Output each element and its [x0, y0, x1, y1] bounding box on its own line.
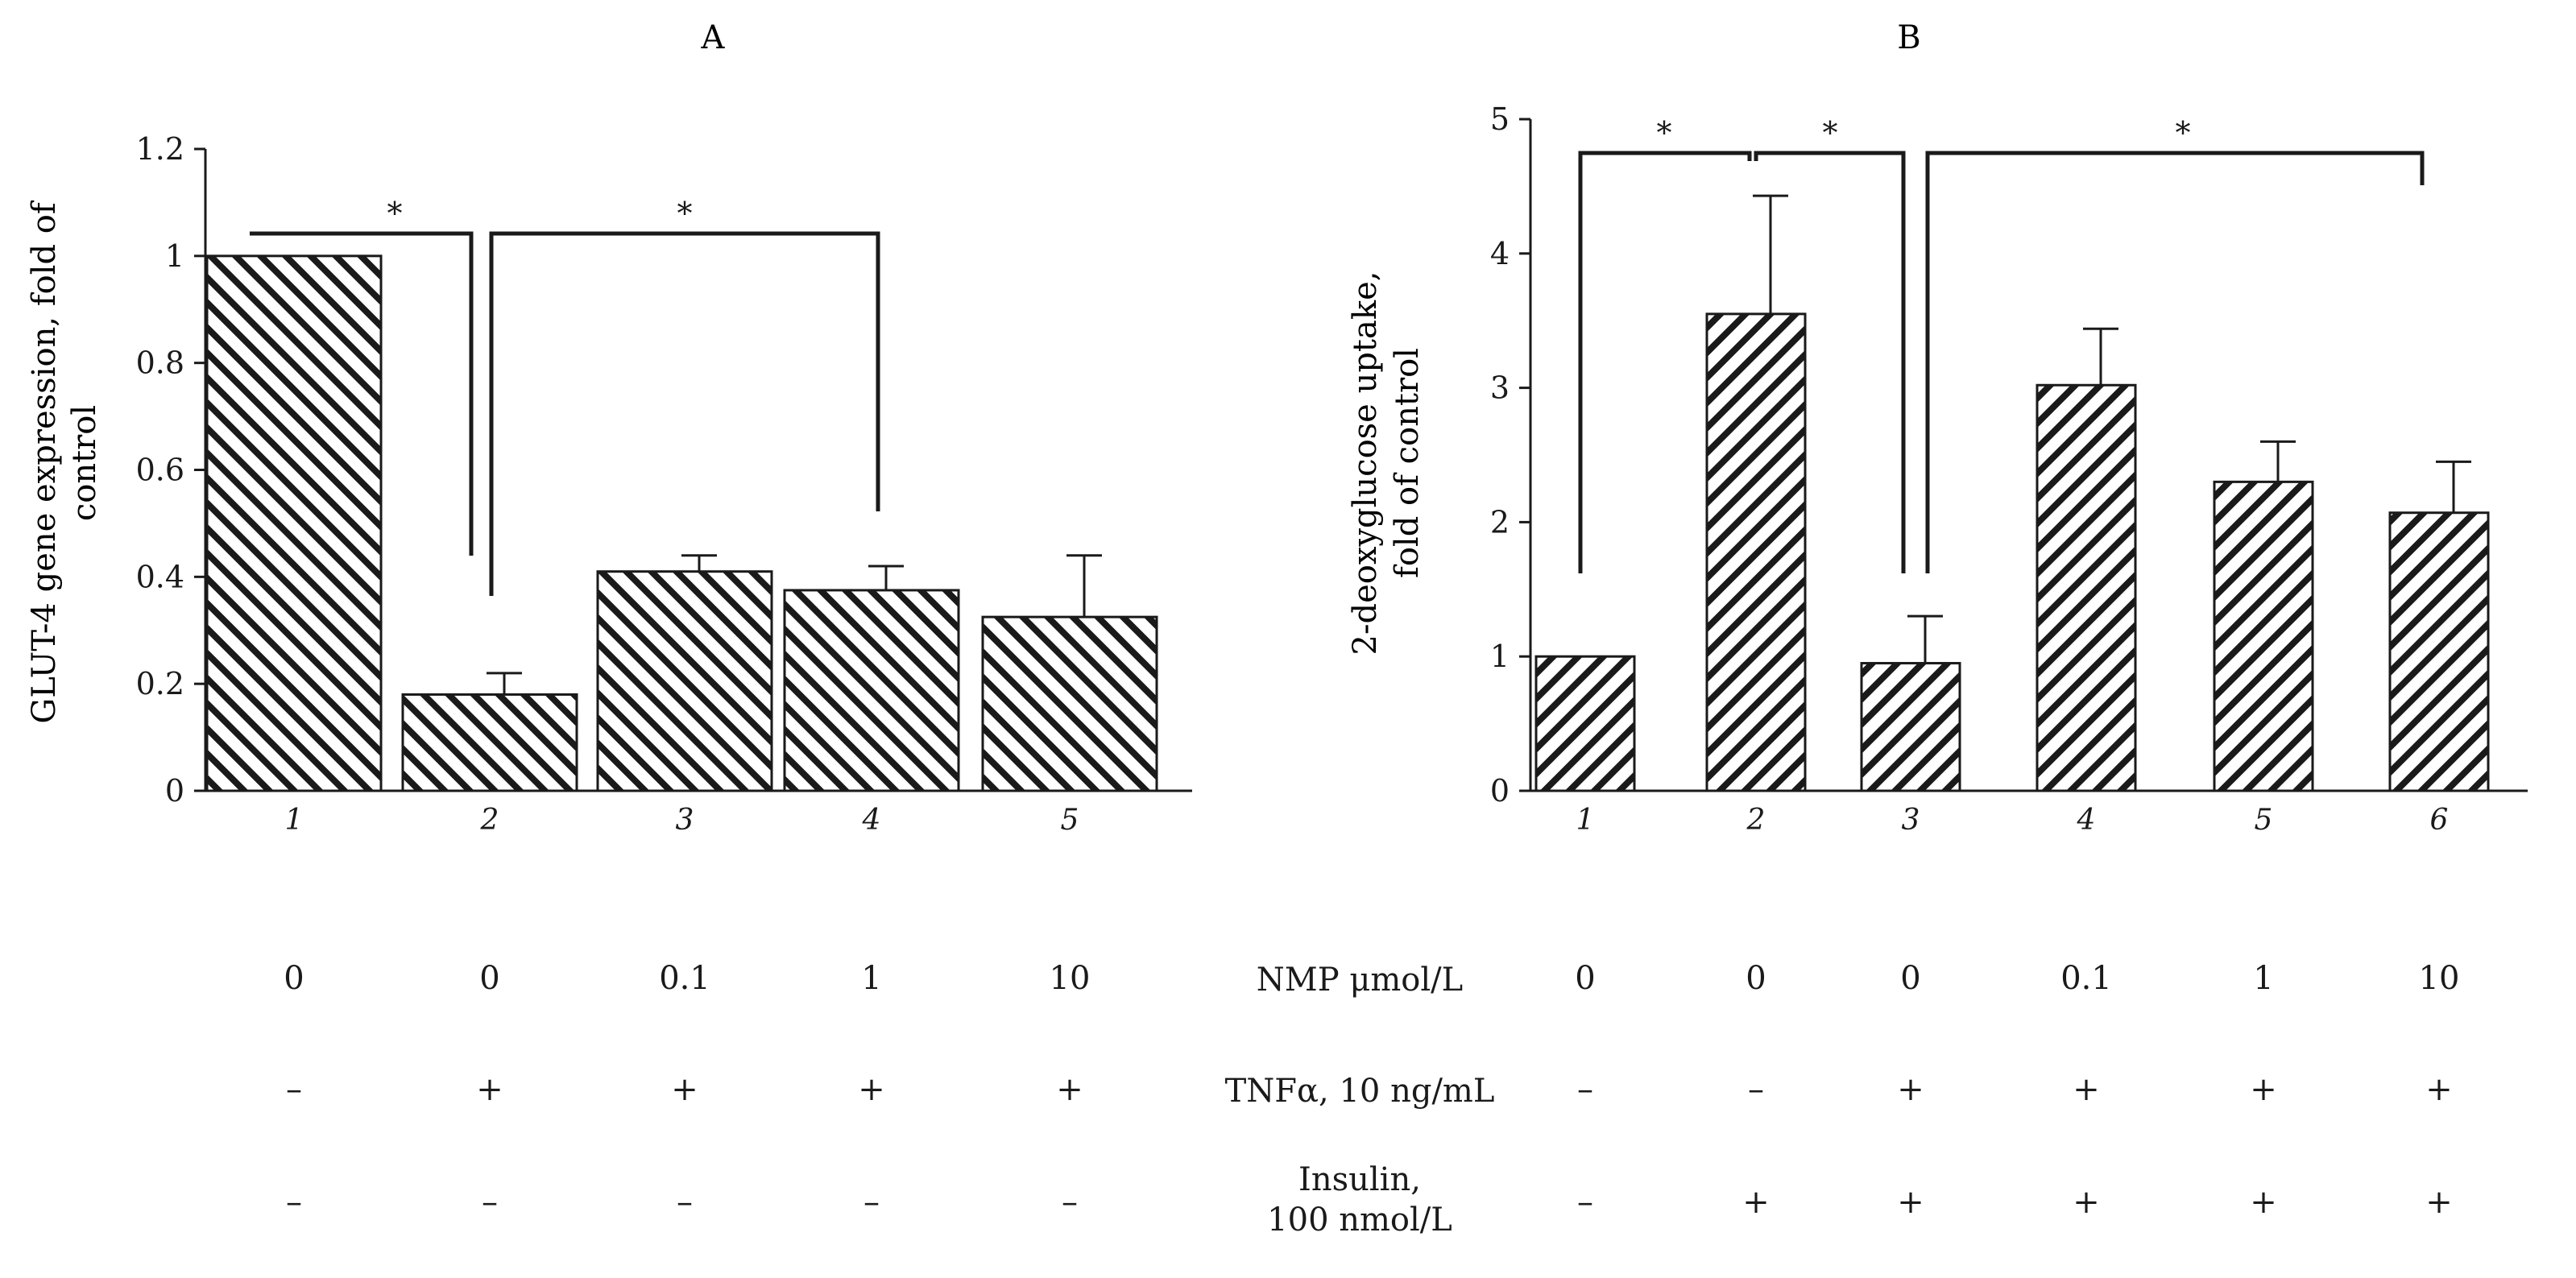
treatment-cell-b-row1-col4: 0.1 — [2060, 960, 2112, 997]
panel-b-ytick-label: 2 — [1490, 504, 1510, 540]
panel-b-ylabel-line1: 2-deoxyglucose uptake, — [1347, 271, 1384, 656]
treatment-cell-a-row2-col1: – — [286, 1071, 302, 1108]
treatment-cell-b-row1-col2: 0 — [1746, 960, 1766, 997]
panel-a-xtick-label: 1 — [285, 804, 304, 837]
panel-b-xtick-label: 1 — [1576, 804, 1595, 837]
panel-b-xtick-label: 5 — [2255, 804, 2273, 837]
panel-a-chart: A GLUT-4 gene expression, fold of contro… — [26, 19, 1192, 837]
panel-b-bar-6 — [2388, 511, 2490, 792]
panel-a-significance-star: * — [677, 196, 693, 231]
panel-a-bar-2 — [401, 693, 578, 792]
treatment-cell-b-row2-col1: – — [1577, 1071, 1593, 1108]
treatment-cell-b-row3-col3: + — [1897, 1184, 1924, 1221]
panel-a-bar-1 — [205, 254, 383, 792]
panel-b-bar-5 — [2213, 480, 2314, 792]
panel-b-ytick-label: 1 — [1490, 639, 1510, 674]
treatment-cell-b-row1-col5: 1 — [2253, 960, 2274, 997]
treatment-cell-b-row2-col2: – — [1748, 1071, 1764, 1108]
panel-b-ytick-label: 5 — [1490, 101, 1510, 137]
panel-b-xtick-label: 4 — [2077, 804, 2096, 837]
treatment-cell-a-row1-col3: 0.1 — [659, 960, 710, 997]
treatment-label-nmp: NMP μmol/L — [1256, 962, 1464, 999]
treatment-cell-a-row3-col3: – — [677, 1184, 693, 1221]
panel-a-xtick-label: 5 — [1061, 804, 1079, 837]
treatment-label-insulin: Insulin, 100 nmol/L — [1267, 1160, 1452, 1240]
panel-a-bar-3 — [596, 570, 773, 792]
panel-b-ytick-label: 4 — [1490, 236, 1510, 271]
treatment-cell-a-row2-col4: + — [858, 1071, 885, 1108]
treatment-cell-a-row1-col5: 10 — [1049, 960, 1091, 997]
panel-b-bar-4 — [2036, 383, 2137, 792]
treatment-cell-a-row3-col1: – — [286, 1184, 302, 1221]
panel-b-title: B — [1897, 19, 1920, 56]
panel-a-ytick-label: 0.8 — [136, 345, 184, 381]
panel-a-significance-bracket — [489, 231, 880, 596]
treatment-cell-b-row1-col1: 0 — [1575, 960, 1596, 997]
panel-a-title: A — [701, 19, 726, 56]
panel-a-ylabel-line1: GLUT-4 gene expression, fold of — [26, 200, 63, 724]
treatment-cell-a-row3-col5: – — [1062, 1184, 1078, 1221]
panel-b-significance-bracket — [1754, 151, 1906, 573]
panel-a-significance-star: * — [387, 196, 403, 231]
panel-a-ylabel-line2: control — [66, 405, 103, 521]
panel-b-chart: B 2-deoxyglucose uptake, fold of control… — [1347, 19, 2528, 837]
treatment-label-tnf: TNFα, 10 ng/mL — [1224, 1073, 1495, 1110]
panel-a-xtick-label: 2 — [480, 804, 499, 837]
panel-a-ytick-label: 0.4 — [136, 559, 184, 594]
treatment-cell-b-row2-col6: + — [2425, 1071, 2453, 1108]
treatment-cell-b-row1-col6: 10 — [2418, 960, 2460, 997]
treatment-cell-a-row3-col4: – — [863, 1184, 880, 1221]
panel-b-xtick-label: 2 — [1746, 804, 1766, 837]
treatment-cell-b-row3-col4: + — [2073, 1184, 2100, 1221]
panel-b-bar-2 — [1705, 312, 1807, 792]
treatment-cell-b-row3-col1: – — [1577, 1184, 1593, 1221]
panel-b-xtick-label: 3 — [1902, 804, 1920, 837]
panel-a-xtick-label: 4 — [862, 804, 881, 837]
treatment-label-insulin-line2: 100 nmol/L — [1267, 1201, 1452, 1239]
panel-a-ytick-label: 0 — [165, 773, 184, 809]
treatment-cell-b-row2-col3: + — [1897, 1071, 1924, 1108]
panel-a-significance-bracket — [250, 231, 474, 556]
panel-b-bar-1 — [1534, 655, 1636, 792]
panel-a-ytick-label: 1.2 — [136, 131, 184, 167]
treatment-cell-b-row3-col2: + — [1742, 1184, 1770, 1221]
treatment-cell-b-row2-col4: + — [2073, 1071, 2100, 1108]
treatment-cell-a-row2-col3: + — [671, 1071, 698, 1108]
panel-b-ytick-label: 3 — [1490, 370, 1510, 406]
panel-b-significance-bracket — [1925, 151, 2425, 573]
panel-b-ytick-label: 0 — [1490, 773, 1510, 809]
panel-b-bar-3 — [1860, 662, 1961, 792]
treatment-cell-a-row2-col2: + — [476, 1071, 503, 1108]
panel-b-significance-star: * — [1657, 115, 1672, 151]
panel-b-xtick-label: 6 — [2430, 804, 2449, 837]
panel-a-ytick-label: 1 — [165, 238, 184, 274]
panel-a-xtick-label: 3 — [676, 804, 694, 837]
panel-a-bar-4 — [783, 589, 960, 792]
panel-b-ylabel-line2: fold of control — [1389, 348, 1426, 578]
treatment-label-insulin-line1: Insulin, — [1298, 1161, 1421, 1198]
treatment-cell-a-row2-col5: + — [1056, 1071, 1083, 1108]
panel-b-significance-star: * — [2176, 115, 2191, 151]
treatment-cell-a-row1-col1: 0 — [284, 960, 304, 997]
panel-b-significance-bracket — [1578, 151, 1752, 573]
treatment-cell-a-row3-col2: – — [482, 1184, 498, 1221]
panel-b-significance-star: * — [1823, 115, 1838, 151]
treatment-cell-a-row1-col4: 1 — [861, 960, 882, 997]
treatment-cell-b-row3-col6: + — [2425, 1184, 2453, 1221]
panel-a-ytick-label: 0.2 — [136, 666, 184, 701]
treatment-cell-b-row3-col5: + — [2250, 1184, 2277, 1221]
panel-a-bar-5 — [981, 615, 1158, 792]
treatment-cell-b-row2-col5: + — [2250, 1071, 2277, 1108]
panel-a-ytick-label: 0.6 — [136, 453, 184, 488]
treatment-cell-b-row1-col3: 0 — [1900, 960, 1921, 997]
treatment-cell-a-row1-col2: 0 — [479, 960, 500, 997]
